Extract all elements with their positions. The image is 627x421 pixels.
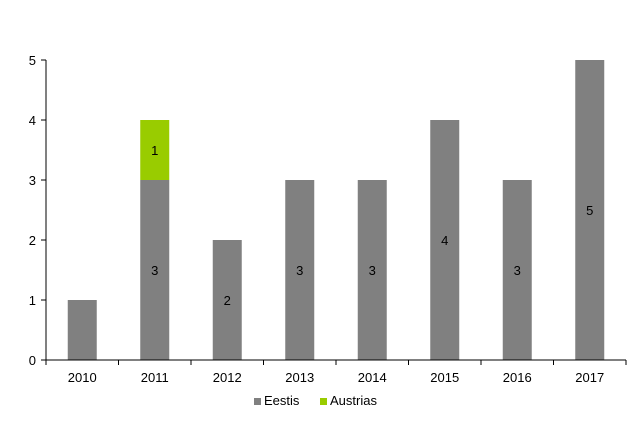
bar-eestis-2016: [502, 180, 532, 360]
y-tick-label: 0: [29, 353, 36, 368]
data-label: 5: [586, 203, 593, 218]
x-tick-label: 2015: [430, 370, 459, 385]
legend-label-eestis: Eestis: [264, 393, 300, 408]
bar-eestis-2017: [575, 60, 605, 360]
legend-swatch-austrias: [320, 398, 327, 405]
x-ticks: 2010 2011 2012 2013 2014 2015 2016 2017: [45, 360, 627, 385]
x-tick-label: 2017: [575, 370, 604, 385]
y-tick-label: 4: [29, 113, 36, 128]
bar-eestis-2011: [140, 180, 170, 360]
bars-layer: [67, 60, 605, 360]
data-label: 3: [369, 263, 376, 278]
x-tick-label: 2012: [213, 370, 242, 385]
y-tick-label: 3: [29, 173, 36, 188]
axes-layer: [45, 60, 626, 361]
x-tick-label: 2011: [141, 370, 169, 385]
data-label: 4: [441, 233, 448, 248]
y-ticks: 0 1 2 3 4 5: [29, 53, 46, 368]
bar-eestis-2010: [67, 300, 97, 360]
bar-eestis-2013: [285, 180, 315, 360]
data-labels-layer: 3 2 3 3 4 3 5 1: [151, 143, 593, 308]
bar-eestis-2015: [430, 120, 460, 360]
x-tick-label: 2010: [68, 370, 97, 385]
x-tick-label: 2016: [503, 370, 532, 385]
legend-label-austrias: Austrias: [330, 393, 377, 408]
y-tick-label: 5: [29, 53, 36, 68]
bar-eestis-2014: [357, 180, 387, 360]
bar-austrias-2011: [140, 120, 170, 180]
data-label: 3: [296, 263, 303, 278]
data-label: 2: [224, 293, 231, 308]
bar-eestis-2012: [212, 240, 242, 360]
y-tick-label: 1: [29, 293, 36, 308]
data-label: 1: [151, 143, 158, 158]
legend-swatch-eestis: [254, 398, 261, 405]
data-label: 3: [151, 263, 158, 278]
y-tick-label: 2: [29, 233, 36, 248]
legend: Eestis Austrias: [254, 393, 377, 408]
data-label: 3: [514, 263, 521, 278]
x-tick-label: 2014: [358, 370, 387, 385]
x-tick-label: 2013: [285, 370, 314, 385]
